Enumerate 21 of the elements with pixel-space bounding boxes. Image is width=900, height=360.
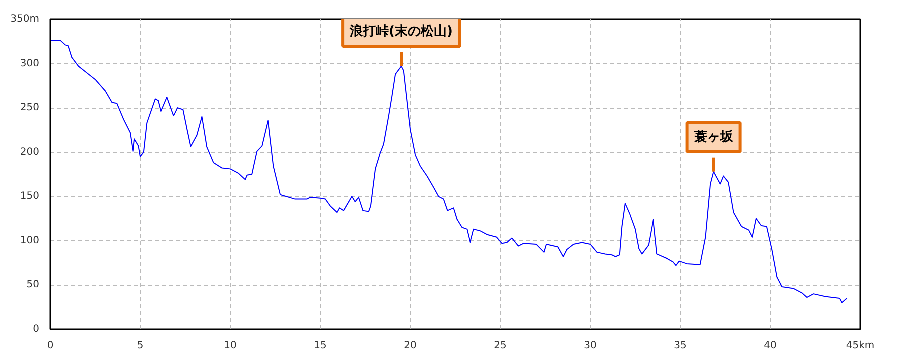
- x-tick-label: 0: [47, 340, 54, 352]
- x-tick-label: 25: [494, 340, 507, 352]
- x-tick-label: 45km: [846, 340, 875, 352]
- x-tick-label: 10: [224, 340, 237, 352]
- x-tick-label: 20: [404, 340, 417, 352]
- y-tick-label: 250: [20, 102, 40, 114]
- y-tick-label: 150: [20, 191, 40, 202]
- x-tick-label: 40: [764, 340, 777, 352]
- y-tick-label: 200: [20, 146, 40, 158]
- y-tick-label: 350m: [10, 14, 40, 25]
- annotation: 浪打峠(末の松山): [349, 23, 453, 40]
- x-tick-label: 15: [314, 340, 327, 352]
- y-tick-label: 50: [26, 280, 40, 291]
- x-tick-label: 5: [137, 340, 144, 352]
- x-tick-label: 35: [674, 340, 687, 352]
- y-tick-label: 0: [33, 324, 40, 335]
- annotation: 蓑ヶ坂: [693, 128, 734, 145]
- y-tick-label: 300: [20, 58, 40, 70]
- y-tick-label: 100: [20, 235, 40, 246]
- x-tick-label: 30: [584, 340, 597, 352]
- line-series: [50, 40, 848, 304]
